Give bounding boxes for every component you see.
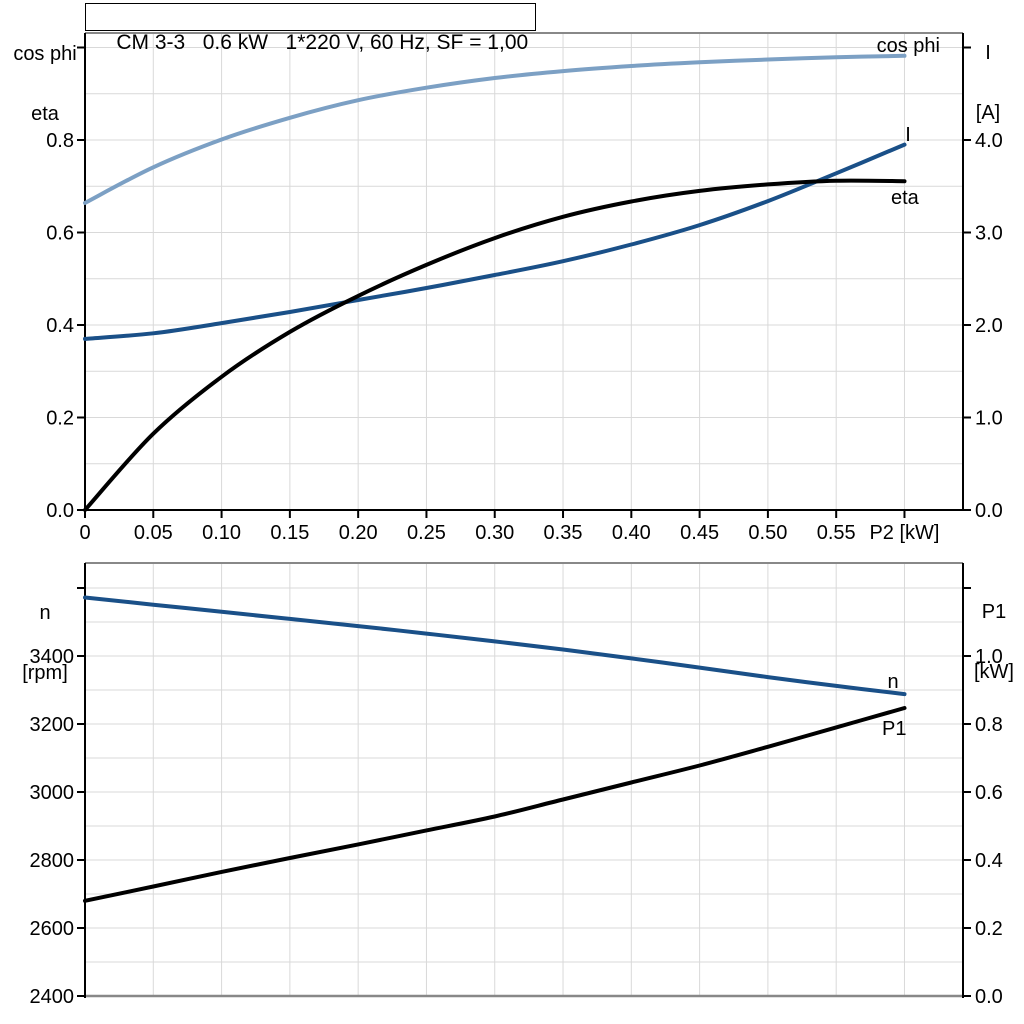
- left-tick-label: 0.8: [46, 130, 74, 152]
- left-tick-label: 0.0: [46, 500, 74, 522]
- right-axis-unit-line1: P1: [981, 601, 1007, 623]
- x-tick-label: 0.25: [407, 522, 446, 544]
- right-axis-unit-line2: [A]: [975, 102, 1001, 124]
- left-tick-label: 3400: [30, 646, 75, 668]
- right-tick-label: 0.4: [975, 850, 1003, 872]
- right-axis-unit-line1: I: [985, 42, 991, 64]
- x-tick-label: 0.15: [270, 522, 309, 544]
- right-tick-label: 0.8: [975, 714, 1003, 736]
- left-axis-unit-line1: cos phi: [13, 43, 77, 65]
- curve-label-P1: P1: [882, 718, 906, 740]
- bottom-chart-left-axis-unit: n [rpm]: [6, 563, 84, 723]
- top-chart-left-axis-unit: cos phi eta: [6, 4, 84, 164]
- left-axis-unit-line1: n: [39, 602, 51, 624]
- right-tick-label: 0.0: [975, 500, 1003, 522]
- left-tick-label: 0.6: [46, 223, 74, 245]
- right-tick-label: 4.0: [975, 130, 1003, 152]
- curve-label-cos-phi: cos phi: [877, 35, 940, 57]
- curve-label-I: I: [905, 124, 911, 146]
- chart-title-box: CM 3-3 0.6 kW 1*220 V, 60 Hz, SF = 1,00: [85, 3, 537, 54]
- x-tick-label: 0.45: [680, 522, 719, 544]
- curve-eta: [83, 178, 907, 512]
- left-axis-unit-line2: [rpm]: [22, 662, 68, 684]
- x-tick-label: 0.05: [134, 522, 173, 544]
- chart-motor-electrical-curves: 0.0 0.2 0.4 0.6 0.8 0.0 1.0 2.0 3.0 4.0 0 0.05 0.10 0…: [46, 32, 1003, 544]
- left-tick-label: 3200: [30, 714, 75, 736]
- x-tick-label: 0.20: [339, 522, 378, 544]
- left-tick-label: 0.4: [46, 315, 74, 337]
- x-tick-label: 0.55: [817, 522, 856, 544]
- x-tick-label: 0.50: [748, 522, 787, 544]
- curve-P1: [83, 706, 907, 903]
- axes: 0.0 0.2 0.4 0.6 0.8 0.0 1.0 2.0 3.0 4.0 0 0.05 0.10 0…: [46, 33, 1003, 544]
- right-tick-label: 0.6: [975, 782, 1003, 804]
- left-axis-unit-line2: eta: [31, 103, 59, 125]
- x-tick-label: 0: [79, 522, 90, 544]
- x-tick-label: 0.30: [475, 522, 514, 544]
- left-tick-label: 2400: [30, 986, 75, 1008]
- curve-label-eta: eta: [891, 187, 920, 209]
- right-tick-label: 1.0: [975, 408, 1003, 430]
- chart-motor-speed-power-curves: 2400 2600 2800 3000 3200 3400 0.0 0.2 0.4 0.6 0.8 1…: [30, 562, 1003, 1008]
- left-tick-label: 0.2: [46, 408, 74, 430]
- bottom-chart-right-axis-unit: P1 [kW]: [966, 562, 1022, 722]
- x-tick-label: 0.10: [202, 522, 241, 544]
- left-tick-label: 3000: [30, 782, 75, 804]
- right-tick-label: 0.0: [975, 986, 1003, 1008]
- curve-n: [83, 595, 907, 697]
- axes: 2400 2600 2800 3000 3200 3400 0.0 0.2 0.4 0.6 0.8 1…: [30, 563, 1003, 1008]
- x-tick-label: 0.40: [612, 522, 651, 544]
- gridlines: [85, 33, 963, 510]
- chart-title: CM 3-3 0.6 kW 1*220 V, 60 Hz, SF = 1,00: [116, 31, 529, 54]
- right-tick-label: 0.2: [975, 918, 1003, 940]
- x-tick-label: 0.35: [544, 522, 583, 544]
- curve-I: [83, 142, 907, 341]
- right-axis-unit-line2: [kW]: [974, 661, 1014, 683]
- curve-label-n: n: [887, 671, 898, 693]
- right-tick-label: 1.0: [975, 646, 1003, 668]
- left-tick-label: 2600: [30, 918, 75, 940]
- right-tick-label: 3.0: [975, 223, 1003, 245]
- left-tick-label: 2800: [30, 850, 75, 872]
- x-axis-label: P2 [kW]: [869, 522, 939, 544]
- top-chart-right-axis-unit: I [A]: [958, 3, 1018, 163]
- gridlines: [85, 563, 963, 996]
- curve-cos-phi: [83, 53, 907, 205]
- right-tick-label: 2.0: [975, 315, 1003, 337]
